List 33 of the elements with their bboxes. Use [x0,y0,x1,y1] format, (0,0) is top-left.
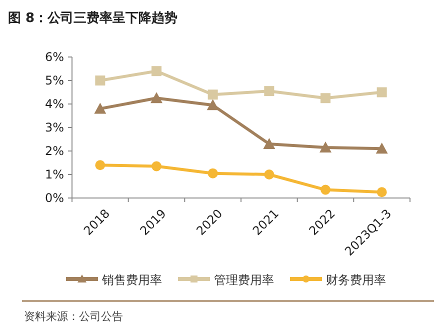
text: 资料来源：公司公告 [24,310,123,323]
point [320,141,332,152]
legend-label: 财务费用率 [326,273,386,287]
legend-label: 管理费用率 [214,273,274,287]
point [152,161,162,172]
y-tick-label: 5% [44,74,64,88]
y-tick-label: 2% [44,144,64,158]
point [95,76,106,86]
point [264,86,274,96]
point [320,93,330,104]
y-tick-label: 3% [44,120,64,134]
point [376,142,388,154]
chart-title: 图 8：公司三费率呈下降趋势 [8,10,178,26]
point [320,184,330,195]
y-tick-label: 4% [44,97,64,111]
point [208,90,218,100]
legend-财务费用率: 财务费用率 [290,273,386,287]
y-tick-label: 1% [44,168,64,182]
point [376,87,387,98]
point [150,92,162,104]
y-tick-label: 0% [44,191,64,205]
point [206,99,219,110]
legend-管理费用率: 管理费用率 [178,273,274,287]
point [208,168,218,178]
point [263,138,276,149]
point [95,160,106,170]
point [264,170,274,180]
y-tick-label: 6% [44,50,64,64]
legend-销售费用率: 销售费用率 [66,273,162,287]
point [376,187,387,198]
point [152,66,162,76]
legend-label: 销售费用率 [101,273,162,287]
point [94,102,106,114]
